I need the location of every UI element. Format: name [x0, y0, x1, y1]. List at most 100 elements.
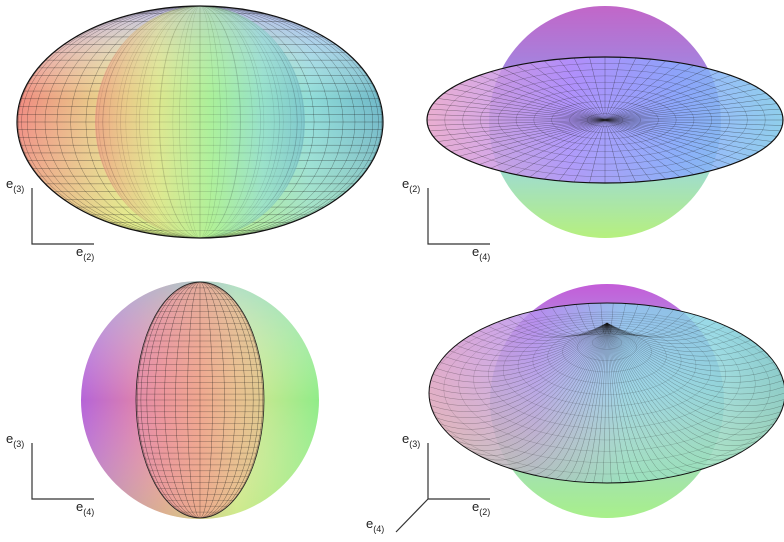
mesh-fan — [429, 322, 608, 400]
mesh-fan — [497, 322, 608, 469]
mesh-fan — [606, 322, 717, 469]
mesh-radial — [490, 119, 606, 169]
mesh-meridian-inner — [125, 6, 201, 238]
mesh-ring — [444, 63, 766, 177]
mesh-radial — [604, 119, 760, 152]
axis-label-horizontal: e(4) — [76, 499, 94, 517]
mesh-meridian-inner — [199, 6, 214, 238]
mesh-meridian — [199, 282, 225, 518]
axis-label-vertical: e(3) — [6, 176, 24, 194]
mesh-meridian-inner — [147, 6, 201, 238]
mesh-ring — [533, 94, 677, 146]
mesh-meridian — [21, 6, 201, 238]
mesh-ring — [591, 335, 623, 350]
torus-surface-shade — [429, 303, 784, 483]
axis-label-vertical: e(3) — [6, 431, 24, 449]
mesh-meridian-inner — [199, 6, 302, 238]
axis-label-horizontal: e(4) — [472, 244, 490, 262]
mesh-meridian — [187, 282, 201, 518]
mesh-radial — [604, 65, 695, 121]
mesh-meridian — [70, 6, 201, 238]
mesh-fan — [606, 322, 770, 436]
mesh-fan — [449, 322, 608, 441]
mesh-radial — [604, 119, 637, 183]
panel-bottom-right — [428, 284, 784, 518]
mesh-meridian — [137, 282, 201, 518]
mesh-meridian-inner — [199, 6, 298, 238]
mesh-fan — [462, 322, 608, 352]
axis-label-diagonal: e(4) — [366, 516, 384, 534]
inner-sphere-mesh — [95, 6, 305, 238]
mesh-meridian-inner — [199, 6, 305, 238]
mesh-fan — [606, 322, 626, 483]
mesh-meridian-inner — [108, 6, 201, 238]
mesh-meridian-inner — [199, 6, 292, 238]
mesh-fan — [606, 322, 782, 383]
mesh-fan — [444, 322, 608, 367]
mesh-fan — [606, 309, 674, 336]
mesh-meridian — [199, 6, 373, 238]
torus-wireframe — [429, 303, 784, 483]
mesh-fan — [430, 322, 608, 389]
mesh-fan — [606, 318, 707, 338]
mesh-radial — [433, 103, 606, 121]
mesh-meridian-inner — [98, 6, 201, 238]
mesh-radial — [502, 68, 606, 121]
mesh-fan — [462, 322, 608, 451]
mesh-radial — [604, 119, 652, 181]
mesh-fan — [507, 318, 608, 338]
mesh-fan — [432, 322, 608, 383]
mesh-radial — [604, 57, 637, 121]
axes-bottom-left: e(3) e(4) — [6, 431, 94, 517]
mesh-fan — [606, 322, 784, 400]
mesh-fan — [430, 322, 608, 413]
mesh-meridian-inner — [199, 6, 241, 238]
mesh-radial — [543, 60, 606, 121]
mesh-radial — [604, 68, 708, 121]
mesh-fan — [444, 322, 608, 436]
mesh-meridian — [56, 6, 201, 238]
mesh-radial — [433, 119, 606, 137]
mesh-radial — [437, 119, 606, 142]
mesh-radial — [468, 79, 606, 121]
mesh-fan — [606, 322, 759, 446]
axes-top-left: e(3) e(2) — [6, 176, 94, 262]
mesh-ring — [586, 113, 624, 127]
mesh-radial — [589, 57, 606, 121]
mesh-meridian-inner — [199, 6, 275, 238]
mesh-ring — [429, 311, 784, 475]
mesh-meridian-inner — [186, 6, 201, 238]
mesh-radial — [604, 119, 767, 147]
mesh-fan — [606, 322, 744, 456]
mesh-fan — [606, 322, 784, 389]
mesh-fan — [528, 311, 608, 336]
mesh-meridian — [27, 6, 201, 238]
mesh-radial — [427, 119, 606, 126]
mesh-fan — [606, 322, 614, 483]
inner-sphere — [95, 6, 305, 238]
mesh-fan — [588, 303, 608, 335]
mesh-radial — [450, 88, 606, 121]
mesh-fan — [429, 322, 608, 395]
mesh-fan — [439, 322, 608, 372]
mesh-meridian-inner — [199, 6, 284, 238]
mesh-radial — [490, 71, 606, 121]
mesh-meridian-inner — [172, 6, 201, 238]
mesh-ring — [551, 100, 659, 140]
mesh-radial — [604, 98, 773, 121]
mesh-radial — [604, 57, 621, 121]
mesh-meridian-inner — [199, 6, 253, 238]
mesh-meridian — [140, 282, 201, 518]
mesh-fan — [551, 307, 608, 336]
mesh-ring — [577, 333, 637, 361]
mesh-radial — [604, 119, 781, 132]
inner-ellipsoid-wireframe — [136, 282, 264, 518]
mesh-meridian — [199, 6, 330, 238]
mesh-ring — [462, 69, 748, 171]
mesh-fan — [600, 322, 608, 483]
mesh-radial — [529, 119, 606, 178]
mesh-radial — [558, 59, 606, 121]
mesh-meridian — [146, 282, 201, 518]
mesh-meridian — [85, 6, 201, 238]
mesh-radial — [437, 98, 606, 121]
